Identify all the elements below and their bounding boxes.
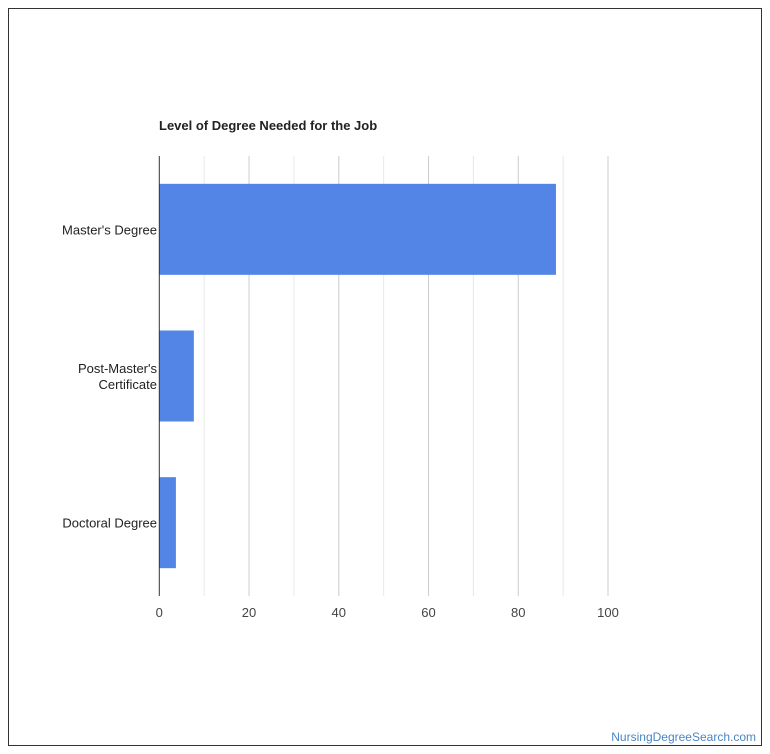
bar — [159, 477, 176, 569]
bar — [159, 183, 556, 275]
bar — [159, 330, 194, 422]
x-tick-label: 100 — [597, 605, 619, 620]
y-category-label: Certificate — [98, 377, 157, 392]
chart-frame — [8, 8, 762, 746]
y-category-label: Post-Master's — [78, 361, 158, 376]
x-tick-label: 40 — [332, 605, 346, 620]
y-category-label: Master's Degree — [62, 222, 157, 237]
site-credit[interactable]: NursingDegreeSearch.com — [611, 730, 756, 744]
x-tick-label: 80 — [511, 605, 525, 620]
y-category-label: Doctoral Degree — [62, 516, 157, 531]
x-tick-label: 0 — [156, 605, 163, 620]
x-tick-label: 20 — [242, 605, 256, 620]
x-tick-label: 60 — [421, 605, 435, 620]
chart-title: Level of Degree Needed for the Job — [159, 118, 378, 133]
